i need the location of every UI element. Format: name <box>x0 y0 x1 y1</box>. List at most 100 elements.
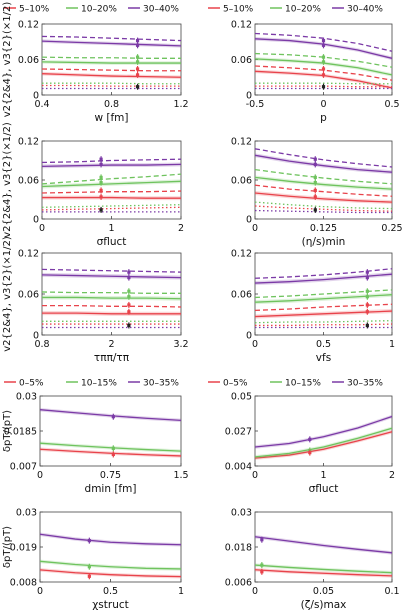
series-line <box>39 560 182 570</box>
uncertainty-band <box>40 407 181 423</box>
uncertainty-band <box>40 532 181 547</box>
data-point <box>321 43 326 47</box>
series-line <box>41 35 182 42</box>
data-point <box>308 451 312 455</box>
series-line <box>254 431 393 459</box>
data-point <box>87 565 91 569</box>
data-point <box>365 270 369 274</box>
data-point <box>308 437 312 441</box>
series-line <box>254 184 393 197</box>
x-tick-label: 1 <box>108 223 114 234</box>
y-axis-label: δpT/⟨pT⟩ <box>2 410 13 452</box>
chart-panel: 0 1 2 0 0.06 0.12 σfluct v2{2&4}, v3{2}(×1/2) <box>2 122 184 248</box>
data-point <box>321 73 326 77</box>
series-line <box>42 196 181 199</box>
x-tick-label: 0 <box>252 223 258 234</box>
x-axis-label: vfs <box>316 352 331 364</box>
uncertainty-band <box>255 535 392 555</box>
y-tick-label: 0.06 <box>231 55 252 66</box>
data-point <box>99 157 103 161</box>
data-point <box>99 195 103 199</box>
x-tick-label: 2 <box>389 470 395 481</box>
chart-panel: 0.4 0.8 1.2 0 0.06 0.12 w [fm] v2{2&4}, v3{2}(×… <box>2 2 189 124</box>
x-tick-label: 0.125 <box>310 223 337 234</box>
series-line <box>42 84 181 87</box>
legend-label: 0–5% <box>223 379 248 389</box>
data-point <box>127 303 131 307</box>
data-point <box>313 157 317 161</box>
data-point <box>127 289 131 293</box>
series-line <box>254 303 393 312</box>
legend-label: 10–20% <box>285 5 321 15</box>
x-axis-label: (η/s)min <box>302 236 346 248</box>
legend-label: 0–5% <box>19 379 44 389</box>
y-tick-label: 0.12 <box>18 20 39 31</box>
series-line <box>254 192 393 203</box>
x-axis-label: σfluct <box>97 236 127 248</box>
chart-panel: 0 0.125 0.25 0 0.06 0.12 (η/s)min <box>231 137 403 249</box>
legend-label: 10–20% <box>81 5 117 15</box>
data-point <box>365 276 369 280</box>
series-line <box>42 312 181 315</box>
y-tick-label: 0.03 <box>16 392 37 403</box>
data-point <box>99 175 103 179</box>
data-point <box>260 563 264 567</box>
series-line <box>39 533 182 546</box>
data-point <box>321 38 326 43</box>
data-point <box>365 295 369 299</box>
series-line <box>39 569 182 578</box>
y-tick-label: 0.06 <box>18 176 39 187</box>
x-axis-label: p <box>320 112 327 124</box>
x-tick-label: 1.2 <box>173 99 188 110</box>
series-line <box>41 56 181 59</box>
series-line <box>41 180 182 188</box>
series-line <box>41 61 181 64</box>
x-tick-label: 0 <box>37 586 43 597</box>
uncertainty-band <box>255 69 392 90</box>
series-line <box>42 296 182 300</box>
plot-frame <box>41 252 182 336</box>
x-tick-label: 0 <box>252 470 258 481</box>
chart-panel: 0 0.5 1 0.008 0.019 0.03 χstruct δpT/⟨pT⟩ <box>2 508 184 612</box>
data-point <box>135 67 140 71</box>
y-tick-label: 0.12 <box>18 137 39 148</box>
x-tick-label: 0.25 <box>381 223 402 234</box>
series-line <box>254 320 393 324</box>
series-line <box>41 204 182 208</box>
series-line <box>39 448 182 457</box>
y-axis-label: v2{2&4}, v3{2}(×1/2) <box>2 122 13 238</box>
legend: 0–5% 10–15% 30–35% <box>208 379 383 389</box>
y-tick-label: 0.12 <box>231 20 252 31</box>
y-tick-label: 0.03 <box>231 508 252 519</box>
series-line <box>254 268 393 279</box>
x-tick-label: 0.05 <box>313 586 334 597</box>
x-axis-label: w [fm] <box>94 112 128 124</box>
data-point <box>99 208 103 212</box>
series-line <box>255 323 393 327</box>
legend: 0–5% 10–15% 30–35% <box>4 379 179 389</box>
y-axis-label: δpT/⟨pT⟩ <box>2 526 13 568</box>
y-tick-label: 0.018 <box>225 543 252 554</box>
x-tick-label: 1 <box>320 470 326 481</box>
series-line <box>41 68 181 72</box>
data-point <box>313 162 317 166</box>
series-line <box>254 536 393 554</box>
y-tick-label: 0.008 <box>10 578 37 589</box>
x-tick-label: 0.75 <box>100 470 121 481</box>
x-tick-label: 1 <box>178 586 184 597</box>
y-tick-label: 0.019 <box>10 543 37 554</box>
series-line <box>254 564 393 574</box>
series-line <box>254 209 392 214</box>
series-line <box>254 168 393 185</box>
chart-panel: 0 0.5 1 0 0.06 0.12 vfs <box>231 249 395 365</box>
legend-label: 10–15% <box>285 379 321 389</box>
series-line <box>41 173 182 185</box>
y-tick-label: 0 <box>246 91 252 102</box>
series-line <box>254 310 393 318</box>
series-line <box>41 73 182 78</box>
data-point <box>111 415 115 419</box>
data-point <box>135 85 140 89</box>
legend-label: 30–35% <box>347 379 383 389</box>
data-point <box>135 73 140 77</box>
